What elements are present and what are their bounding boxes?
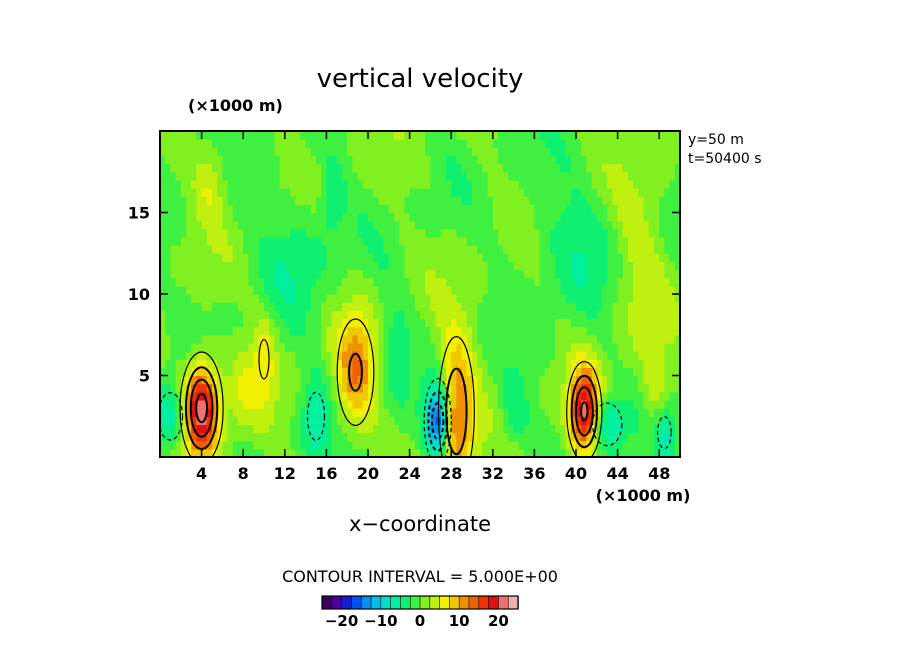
colorbar-swatch [331, 595, 343, 610]
colorbar-swatch [360, 595, 372, 610]
x-axis-unit: (×1000 m) [596, 486, 691, 505]
colorbar-swatch [321, 595, 333, 610]
y-tick-label: 10 [128, 285, 150, 304]
colorbar-swatch [439, 595, 451, 610]
colorbar-swatch [341, 595, 353, 610]
x-tick-label: 4 [196, 464, 207, 483]
y-axis-ticks: 5 10 15 [128, 204, 680, 386]
colorbar-tick-label: −10 [364, 612, 397, 630]
x-tick-label: 16 [315, 464, 337, 483]
x-tick-label: 12 [274, 464, 296, 483]
x-tick-label: 32 [482, 464, 504, 483]
colorbar-swatch [429, 595, 441, 610]
colorbar-tick-label: 0 [415, 612, 425, 630]
colorbar-swatch [478, 595, 490, 610]
y-tick-label: 5 [139, 367, 150, 386]
x-tick-label: 40 [565, 464, 587, 483]
colorbar-tick-label: 10 [449, 612, 470, 630]
colorbar-swatch [419, 595, 431, 610]
contour-line [336, 318, 375, 427]
contour-line [566, 361, 603, 457]
contour-line [160, 392, 184, 441]
contour-line [258, 338, 270, 380]
colorbar-swatch [380, 595, 392, 610]
y-tick-label: 15 [128, 204, 150, 223]
x-axis-label: x−coordinate [349, 512, 491, 536]
contour-line [195, 392, 209, 424]
x-tick-label: 8 [238, 464, 249, 483]
contour-line [591, 402, 623, 447]
x-tick-label: 24 [398, 464, 420, 483]
contour-line [179, 351, 224, 457]
contour-line [580, 401, 589, 422]
contour-line [437, 336, 475, 457]
contour-line [570, 374, 598, 449]
info-line-t: t=50400 s [688, 151, 762, 167]
colorbar-swatch [458, 595, 470, 610]
info-line-y: y=50 m [688, 132, 744, 148]
colorbar: −20 −10 0 10 20 [321, 595, 519, 630]
contour-line [574, 386, 594, 437]
contour-line [657, 416, 672, 450]
x-tick-label: 36 [523, 464, 545, 483]
x-tick-label: 20 [357, 464, 379, 483]
colorbar-swatch [351, 595, 362, 610]
colorbar-swatch [390, 595, 402, 610]
contour-lines [160, 318, 672, 457]
contour-line [431, 402, 445, 441]
plot-area [160, 131, 680, 457]
x-axis-ticks: 4 8 12 16 20 24 28 32 36 40 44 48 [196, 131, 670, 483]
colorbar-swatch [468, 595, 480, 610]
contour-line [427, 390, 449, 452]
colorbar-swatch [498, 595, 509, 610]
contour-interval-label: CONTOUR INTERVAL = 5.000E+00 [282, 567, 558, 586]
y-axis-unit: (×1000 m) [188, 96, 283, 115]
colorbar-tick-label: −20 [325, 612, 358, 630]
colorbar-swatch [370, 595, 382, 610]
chart-title: vertical velocity [317, 64, 524, 94]
colorbar-swatch [449, 595, 460, 610]
x-tick-label: 48 [648, 464, 670, 483]
colorbar-swatch [507, 595, 519, 610]
colorbar-swatch [488, 595, 500, 610]
colorbar-swatch [400, 595, 411, 610]
contour-line [423, 377, 452, 457]
contour-line [189, 378, 214, 438]
colorbar-swatch [409, 595, 421, 610]
velocity-field [160, 131, 680, 457]
contour-line [348, 352, 363, 392]
contour-line [306, 391, 326, 441]
colorbar-frame [321, 595, 519, 610]
x-tick-label: 28 [440, 464, 462, 483]
colorbar-tick-label: 20 [488, 612, 509, 630]
x-tick-label: 44 [606, 464, 628, 483]
